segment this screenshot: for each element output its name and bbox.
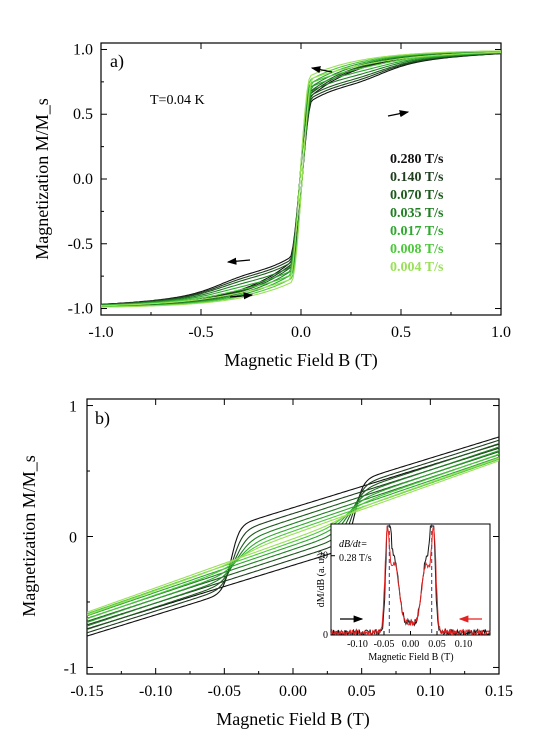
arrow-right-top bbox=[387, 110, 410, 118]
panel-a-curves bbox=[101, 50, 501, 308]
inset-annotation-2: 0.28 T/s bbox=[339, 553, 372, 564]
legend-entry: 0.017 T/s bbox=[390, 224, 444, 239]
inset-xtick-label: 0.10 bbox=[455, 639, 473, 650]
panel-a-ytick-label: 0.0 bbox=[73, 171, 93, 188]
panel-b-series-up bbox=[87, 453, 499, 615]
panel-b-series-up bbox=[87, 450, 499, 617]
panel-a-xlabel: Magnetic Field B (T) bbox=[224, 350, 377, 371]
panel-b-xtick-label: -0.10 bbox=[139, 683, 172, 700]
panel-b-series-down bbox=[87, 458, 499, 620]
arrow-right-bottom bbox=[229, 292, 254, 300]
panel-a-xtick-label: 0.5 bbox=[391, 324, 411, 341]
panel-b-series-down bbox=[87, 454, 499, 627]
panel-b-xtick-label: -0.05 bbox=[208, 683, 241, 700]
inset-xtick-label: -0.05 bbox=[374, 639, 395, 650]
panel-b-series-down bbox=[87, 456, 499, 623]
panel-b: -0.15 -0.10 -0.05 0.00 0.05 0.10 0.15 -1 0 1 b) M… bbox=[19, 398, 513, 730]
panel-b-series-down bbox=[87, 443, 499, 637]
arrow-left-top bbox=[310, 66, 333, 74]
panel-b-curves bbox=[87, 436, 499, 637]
panel-a-series-up bbox=[101, 51, 501, 308]
panel-a-annotation: T=0.04 K bbox=[150, 93, 205, 108]
panel-a-ytick-label: 0.5 bbox=[73, 106, 93, 123]
legend-entry: 0.280 T/s bbox=[390, 152, 444, 167]
panel-a-xtick-label: 1.0 bbox=[491, 324, 511, 341]
panel-a-ylabel: Magnetization M/M_s bbox=[32, 98, 52, 259]
legend-entry: 0.008 T/s bbox=[390, 242, 444, 257]
arrow-left-bottom bbox=[226, 257, 251, 265]
inset-ytick-label: 20 bbox=[318, 551, 328, 562]
panel-b-series-up bbox=[87, 446, 499, 619]
inset: -0.10 -0.05 0.00 0.05 0.10 0 20 dB/dt= 0.28 T/… bbox=[316, 523, 491, 663]
panel-b-series-down bbox=[87, 460, 499, 616]
legend-entry: 0.140 T/s bbox=[390, 170, 444, 185]
inset-ylabel: dM/dB (a. u.) bbox=[316, 553, 327, 607]
panel-b-xtick-label: -0.15 bbox=[70, 683, 103, 700]
panel-b-label: b) bbox=[95, 408, 110, 429]
panel-b-series-up bbox=[87, 457, 499, 613]
panel-a-legend: 0.280 T/s 0.140 T/s 0.070 T/s 0.035 T/s 0.01… bbox=[390, 152, 444, 275]
inset-xtick-label: -0.10 bbox=[347, 639, 368, 650]
panel-b-ytick-label: 1 bbox=[69, 399, 77, 416]
panel-b-ticks: -0.15 -0.10 -0.05 0.00 0.05 0.10 0.15 -1 0 1 bbox=[64, 399, 513, 700]
inset-xlabel: Magnetic Field B (T) bbox=[368, 652, 453, 663]
panel-a-label: a) bbox=[110, 51, 124, 72]
legend-entry: 0.004 T/s bbox=[390, 260, 444, 275]
panel-a-xtick-label: -0.5 bbox=[188, 324, 213, 341]
panel-a-xtick-label: 0.0 bbox=[291, 324, 311, 341]
inset-ticks: -0.10 -0.05 0.00 0.05 0.10 0 20 bbox=[318, 551, 472, 650]
panel-b-xtick-label: 0.00 bbox=[279, 683, 307, 700]
legend-entry: 0.070 T/s bbox=[390, 188, 444, 203]
panel-b-ylabel: Magnetization M/M_s bbox=[19, 455, 39, 616]
panel-a-ytick-label: -0.5 bbox=[68, 236, 93, 253]
inset-annotation-1: dB/dt= bbox=[339, 539, 367, 550]
panel-a-arrows bbox=[226, 66, 410, 300]
panel-b-series-up bbox=[87, 436, 499, 630]
panel-b-ytick-label: -1 bbox=[64, 660, 77, 677]
panel-b-xtick-label: 0.05 bbox=[348, 683, 376, 700]
panel-a: -1.0 -0.5 0.0 0.5 1.0 -1.0 -0.5 0.0 0.5 1.0 a) T=… bbox=[32, 41, 511, 371]
legend-entry: 0.035 T/s bbox=[390, 206, 444, 221]
panel-a-ytick-label: 1.0 bbox=[73, 41, 93, 58]
inset-xtick-label: 0.05 bbox=[428, 639, 446, 650]
panel-b-xlabel: Magnetic Field B (T) bbox=[216, 709, 369, 730]
panel-a-ytick-label: -1.0 bbox=[68, 301, 93, 318]
inset-ytick-label: 0 bbox=[323, 630, 328, 641]
panel-a-xtick-label: -1.0 bbox=[88, 324, 113, 341]
panel-b-ytick-label: 0 bbox=[69, 530, 77, 547]
panel-b-xtick-label: 0.15 bbox=[485, 683, 513, 700]
panel-a-ticks: -1.0 -0.5 0.0 0.5 1.0 -1.0 -0.5 0.0 0.5 1.0 bbox=[68, 41, 511, 341]
panel-a-series-down bbox=[101, 50, 501, 307]
panel-b-xtick-label: 0.10 bbox=[416, 683, 444, 700]
inset-xtick-label: 0.00 bbox=[402, 639, 420, 650]
